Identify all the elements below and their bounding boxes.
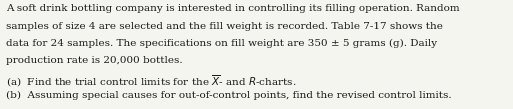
Text: data for 24 samples. The specifications on fill weight are 350 ± 5 grams (g). Da: data for 24 samples. The specifications …: [6, 39, 437, 48]
Text: (b)  Assuming special causes for out-of-control points, find the revised control: (b) Assuming special causes for out-of-c…: [6, 90, 452, 100]
Text: samples of size 4 are selected and the fill weight is recorded. Table 7-17 shows: samples of size 4 are selected and the f…: [6, 22, 443, 31]
Text: production rate is 20,000 bottles.: production rate is 20,000 bottles.: [6, 56, 183, 65]
Text: A soft drink bottling company is interested in controlling its filling operation: A soft drink bottling company is interes…: [6, 4, 460, 13]
Text: (a)  Find the trial control limits for the $\overline{X}$- and $R$-charts.: (a) Find the trial control limits for th…: [6, 73, 297, 89]
